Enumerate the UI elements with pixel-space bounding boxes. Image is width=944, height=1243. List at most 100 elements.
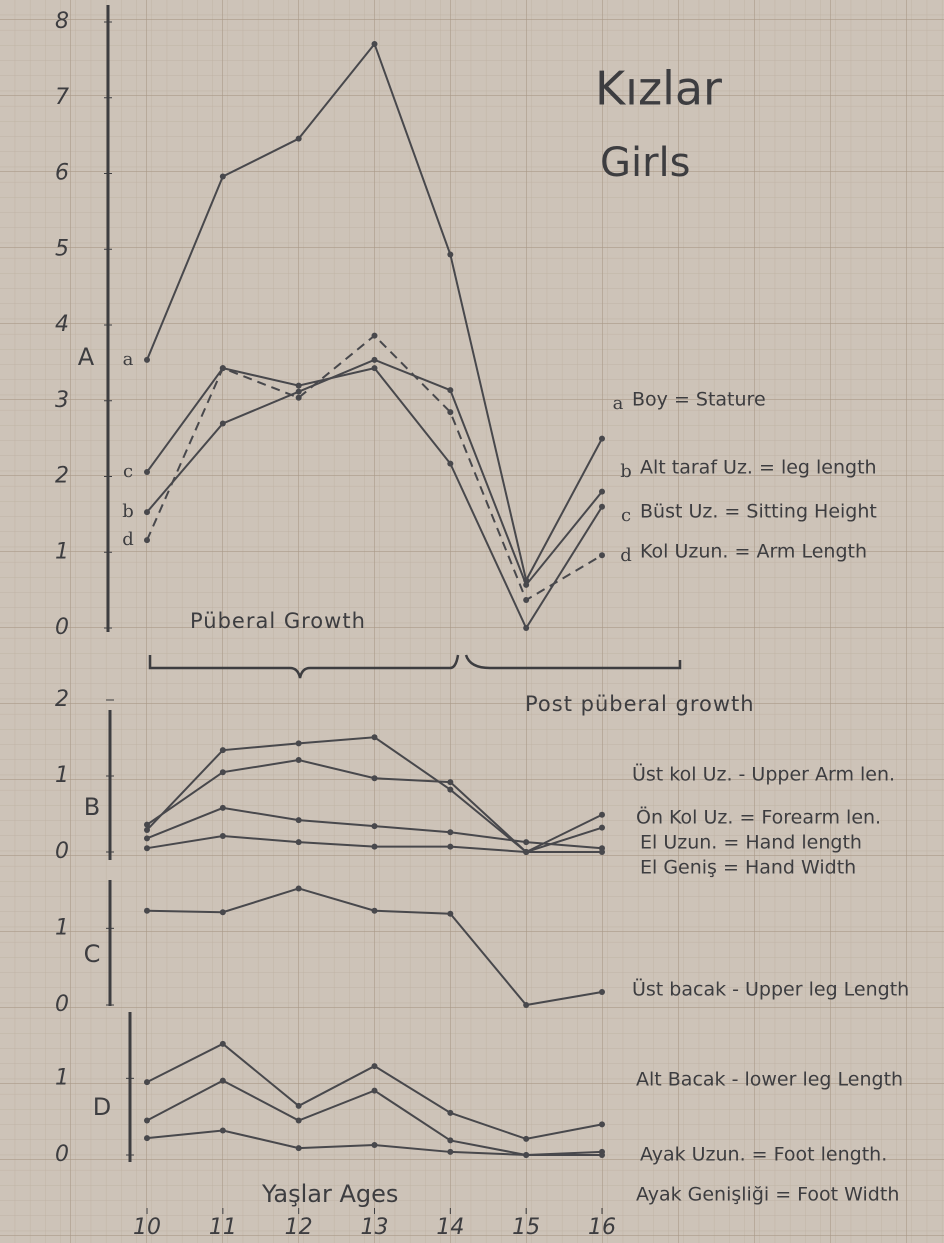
point	[296, 817, 302, 823]
point	[296, 136, 302, 142]
x-tick-label: 15	[512, 1215, 540, 1240]
legend-label: Ön Kol Uz. = Forearm len.	[636, 806, 881, 829]
legend-label: El Uzun. = Hand length	[640, 832, 862, 854]
panel-label: B	[84, 793, 100, 821]
legend-key: d	[620, 545, 632, 566]
point	[220, 1078, 226, 1084]
y-tick-label: 1	[55, 539, 69, 564]
point	[144, 827, 150, 833]
point	[599, 849, 605, 855]
point	[372, 908, 378, 914]
point	[296, 1145, 302, 1151]
point	[447, 252, 453, 258]
legend-label: Üst kol Uz. - Upper Arm len.	[632, 763, 895, 786]
panel-label: C	[84, 940, 101, 968]
point	[447, 829, 453, 835]
point	[220, 805, 226, 811]
x-tick-label: 10	[133, 1215, 161, 1240]
x-axis-label: Yaşlar Ages	[261, 1180, 398, 1208]
annotation: Post püberal growth	[525, 692, 755, 716]
y-tick-label: 8	[55, 9, 69, 34]
point	[296, 885, 302, 891]
x-tick-label: 13	[361, 1215, 389, 1240]
point	[144, 908, 150, 914]
point	[447, 787, 453, 793]
point	[296, 740, 302, 746]
point	[447, 387, 453, 393]
point	[523, 597, 529, 603]
y-tick-label: 0	[55, 839, 69, 864]
point	[296, 383, 302, 389]
point	[220, 769, 226, 775]
y-tick-label: 0	[55, 1142, 69, 1167]
x-tick-label: 12	[285, 1215, 313, 1240]
legend-label: Büst Uz. = Sitting Height	[640, 501, 877, 523]
y-tick-label: 0	[55, 992, 69, 1017]
chart: A012345678aaBoy = StaturebbAlt taraf Uz.…	[0, 0, 944, 1243]
legend-key: b	[620, 461, 632, 482]
point	[447, 1149, 453, 1155]
series-key: a	[123, 349, 134, 370]
point	[372, 844, 378, 850]
point	[447, 461, 453, 467]
annotation: Püberal Growth	[190, 609, 366, 633]
x-tick-label: 16	[588, 1215, 616, 1240]
legend-label: El Geniş = Hand Width	[640, 857, 856, 879]
legend-label: Üst bacak - Upper leg Length	[632, 978, 909, 1001]
point	[372, 365, 378, 371]
point	[599, 812, 605, 818]
point	[523, 839, 529, 845]
point	[523, 582, 529, 588]
point	[296, 757, 302, 763]
point	[447, 844, 453, 850]
point	[372, 734, 378, 740]
point	[372, 1142, 378, 1148]
point	[296, 389, 302, 395]
series-key: d	[122, 529, 134, 550]
y-tick-label: 1	[55, 915, 69, 940]
point	[296, 1118, 302, 1124]
point	[372, 333, 378, 339]
point	[144, 822, 150, 828]
point	[220, 1127, 226, 1133]
chart-subtitle: Girls	[600, 140, 691, 186]
point	[447, 1110, 453, 1116]
point	[144, 357, 150, 363]
point	[144, 1135, 150, 1141]
point	[144, 1118, 150, 1124]
point	[296, 839, 302, 845]
y-tick-label: 5	[55, 236, 69, 261]
point	[599, 825, 605, 831]
point	[144, 845, 150, 851]
y-tick-label: 7	[55, 85, 69, 110]
point	[523, 1136, 529, 1142]
panel-label: D	[93, 1093, 111, 1121]
point	[220, 747, 226, 753]
legend-label: Ayak Genişliği = Foot Width	[636, 1184, 899, 1206]
point	[220, 1041, 226, 1047]
point	[447, 779, 453, 785]
point	[599, 436, 605, 442]
point	[296, 1103, 302, 1109]
legend-label: Alt taraf Uz. = leg length	[640, 457, 877, 479]
series-key: c	[123, 461, 133, 482]
legend-label: Kol Uzun. = Arm Length	[640, 541, 867, 563]
point	[599, 989, 605, 995]
legend-key: c	[621, 505, 631, 526]
y-tick-label: 1	[55, 763, 69, 788]
point	[447, 1137, 453, 1143]
point	[523, 849, 529, 855]
point	[220, 365, 226, 371]
y-tick-label: 4	[55, 312, 69, 337]
point	[220, 909, 226, 915]
point	[372, 41, 378, 47]
point	[372, 357, 378, 363]
point	[296, 395, 302, 401]
x-tick-label: 14	[436, 1215, 464, 1240]
y-tick-label: 1	[55, 1065, 69, 1090]
point	[523, 1152, 529, 1158]
point	[523, 1002, 529, 1008]
point	[523, 625, 529, 631]
legend-label: Alt Bacak - lower leg Length	[636, 1069, 903, 1091]
point	[599, 504, 605, 510]
